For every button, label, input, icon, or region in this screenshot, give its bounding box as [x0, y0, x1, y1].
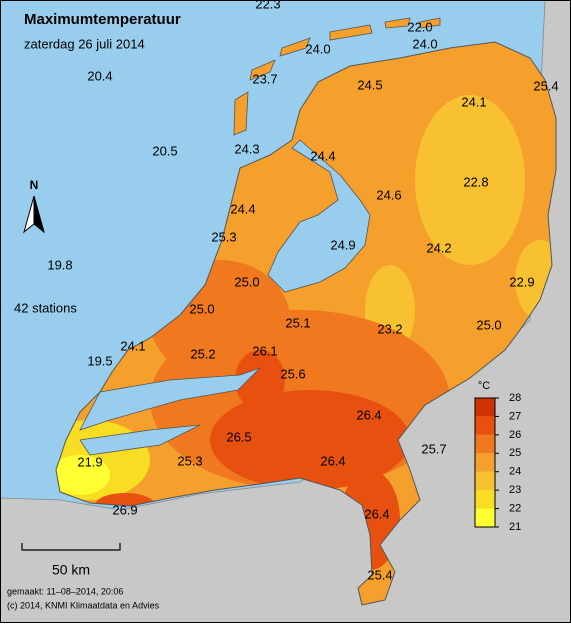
station-value: 19.8 — [47, 257, 72, 272]
station-value: 22.8 — [463, 174, 488, 189]
legend-tick-label: 24 — [509, 466, 521, 478]
station-value: 25.7 — [421, 441, 446, 456]
station-value: 24.5 — [357, 77, 382, 92]
station-value: 24.2 — [426, 240, 451, 255]
station-value: 24.4 — [230, 201, 255, 216]
station-value: 25.4 — [367, 567, 392, 582]
footer-copyright: (c) 2014, KNMI Klimaatdata en Advies — [7, 600, 160, 610]
station-value: 22.3 — [255, 0, 280, 11]
scale-bar: 50 km — [21, 543, 121, 578]
station-value: 25.4 — [533, 78, 558, 93]
legend: 28 27 26 25 24 23 22 21 — [474, 392, 521, 533]
station-value: 25.0 — [476, 317, 501, 332]
wadden-islands — [233, 17, 441, 136]
legend-swatch — [475, 434, 495, 454]
station-value: 24.6 — [376, 187, 401, 202]
station-value: 20.5 — [152, 143, 177, 158]
legend-tick-label: 28 — [509, 392, 521, 404]
title: Maximumtemperatuur — [24, 11, 181, 28]
station-value: 25.2 — [190, 346, 215, 361]
station-value: 21.9 — [77, 454, 102, 469]
legend-swatch — [475, 398, 495, 417]
station-value: 19.5 — [87, 353, 112, 368]
legend-tick-label: 27 — [509, 410, 521, 422]
station-value: 25.0 — [234, 274, 259, 289]
station-value: 24.3 — [234, 141, 259, 156]
legend-tick-label: 23 — [509, 484, 521, 496]
station-value: 20.4 — [87, 68, 112, 83]
north-arrow: N — [23, 178, 45, 234]
station-count: 42 stations — [14, 300, 77, 315]
legend-unit: °C — [478, 380, 490, 392]
station-value: 26.4 — [320, 453, 345, 468]
station-value: 24.1 — [120, 338, 145, 353]
legend-swatch — [475, 490, 495, 509]
station-value: 25.0 — [189, 301, 214, 316]
station-value: 24.0 — [412, 36, 437, 51]
station-value: 22.9 — [509, 274, 534, 289]
station-value: 26.4 — [364, 506, 389, 521]
station-value: 25.3 — [177, 453, 202, 468]
subtitle: zaterdag 26 juli 2014 — [24, 36, 145, 51]
legend-tick-label: 26 — [509, 429, 521, 441]
legend-tick-label: 25 — [509, 447, 521, 459]
station-value: 26.4 — [356, 407, 381, 422]
station-value: 24.9 — [330, 237, 355, 252]
ijsselmeer — [267, 139, 371, 293]
legend-swatch — [475, 508, 495, 527]
station-value: 26.5 — [226, 429, 251, 444]
legend-tick-label: 22 — [509, 502, 521, 514]
legend-tick-label: 21 — [509, 521, 521, 533]
legend-swatch — [475, 416, 495, 435]
station-value: 24.4 — [310, 148, 335, 163]
footer-made: gemaakt: 11–08–2014, 20:06 — [7, 586, 123, 596]
station-value: 25.3 — [211, 229, 236, 244]
station-value: 24.1 — [461, 94, 486, 109]
station-value: 26.9 — [112, 502, 137, 517]
legend-swatch — [475, 471, 495, 491]
station-value: 25.6 — [280, 366, 305, 381]
estuaries — [79, 367, 261, 456]
station-value: 22.0 — [407, 19, 432, 34]
station-value: 23.7 — [252, 71, 277, 86]
scale-label: 50 km — [52, 562, 90, 578]
station-value: 25.1 — [285, 315, 310, 330]
north-label: N — [30, 178, 39, 192]
legend-swatch — [475, 453, 495, 472]
station-value: 24.0 — [305, 41, 330, 56]
legend-border — [474, 397, 496, 528]
station-value: 23.2 — [377, 321, 402, 336]
station-value: 26.1 — [252, 343, 277, 358]
